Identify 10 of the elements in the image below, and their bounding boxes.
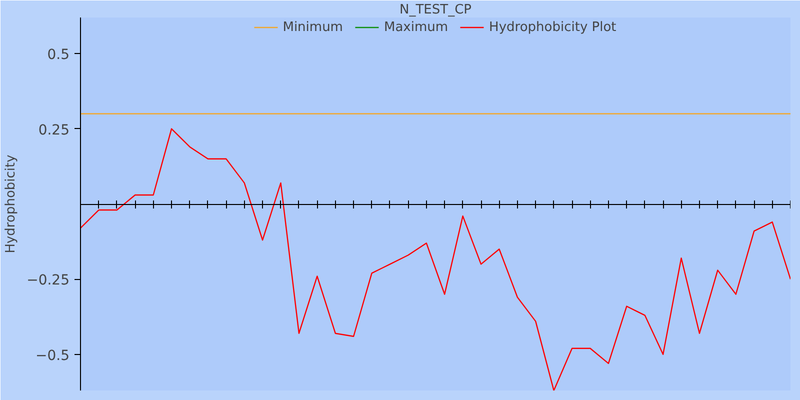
line-series [80, 128, 790, 390]
legend-label: Hydrophobicity Plot [489, 20, 616, 34]
y-axis-title: Hydrophobicity [4, 154, 19, 254]
y-tick-label: 0.5 [47, 47, 70, 64]
legend-label: Maximum [384, 20, 448, 34]
chart-title: N_TEST_CP [400, 2, 472, 18]
y-tick-label: −0.25 [26, 272, 70, 289]
y-tick-label: −0.5 [36, 348, 70, 364]
y-tick-label: 0.25 [38, 122, 70, 138]
legend-label: Minimum [282, 20, 343, 34]
